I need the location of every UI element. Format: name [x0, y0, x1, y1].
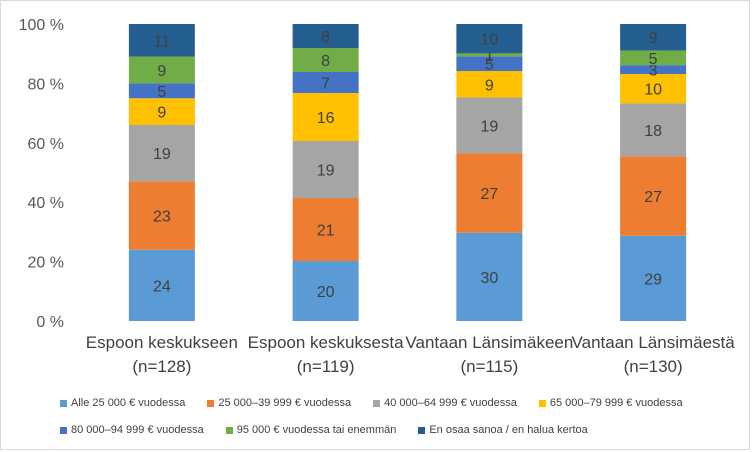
- stacked-bar-chart: 0 %20 %40 %60 %80 %100 %24231995911Espoo…: [19, 17, 736, 376]
- bar-segment: [456, 232, 523, 321]
- category-sample-size: (n=119): [297, 357, 355, 376]
- bar-segment: [620, 103, 687, 157]
- data-label: 16: [317, 110, 335, 127]
- bar-segment: [128, 83, 195, 99]
- data-label: 18: [644, 123, 662, 140]
- data-label: 10: [480, 32, 498, 49]
- legend-item: En osaa sanoa / en halua kertoa: [418, 424, 588, 436]
- bar-segment: [620, 156, 687, 236]
- category-label: Vantaan Länsimäkeen: [405, 333, 573, 352]
- legend-swatch: [60, 426, 67, 434]
- legend-swatch: [373, 399, 381, 407]
- legend-swatch: [225, 426, 233, 434]
- legend-label: 25 000–39 999 € vuodessa: [218, 397, 352, 409]
- data-label: 9: [157, 63, 166, 80]
- y-tick-label: 80 %: [28, 76, 64, 93]
- data-label: 7: [321, 76, 330, 93]
- legend-item: Alle 25 000 € vuodessa: [60, 397, 185, 409]
- data-label: 9: [485, 77, 494, 94]
- data-label: 8: [321, 53, 330, 70]
- bar-segment: [128, 124, 195, 182]
- legend-label: 80 000–94 999 € vuodessa: [71, 424, 204, 436]
- y-tick-label: 20 %: [28, 255, 64, 272]
- legend-label: 95 000 € vuodessa tai enemmän: [236, 424, 397, 436]
- category-label: Vantaan Länsimäestä: [572, 333, 736, 352]
- data-label: 23: [153, 209, 171, 226]
- category-sample-size: (n=128): [132, 357, 191, 376]
- bar-segment: [292, 72, 359, 93]
- y-tick-label: 60 %: [28, 136, 64, 153]
- data-label: 19: [153, 146, 171, 163]
- bar-segment: [620, 24, 687, 51]
- bar-segment: [128, 24, 195, 57]
- bar-segment: [456, 97, 523, 154]
- bar-segment: [128, 181, 195, 250]
- bar-segment: [292, 48, 359, 72]
- data-label: 3: [649, 63, 658, 80]
- bar-segment: [456, 71, 523, 98]
- legend-swatch: [538, 399, 546, 407]
- bar-segment: [292, 93, 359, 141]
- category-label: Espoon keskukseen: [86, 333, 238, 352]
- data-label: 8: [321, 29, 330, 46]
- legend-swatch: [60, 399, 67, 407]
- legend-swatch: [418, 426, 426, 434]
- bar-segment: [456, 53, 523, 57]
- y-tick-label: 40 %: [28, 195, 64, 212]
- data-label: 1: [485, 48, 494, 65]
- data-label: 21: [317, 223, 335, 240]
- legend-item: 40 000–64 999 € vuodessa: [373, 397, 517, 409]
- y-tick-label: 0 %: [36, 314, 64, 331]
- data-label: 27: [480, 186, 498, 203]
- data-label: 5: [157, 84, 166, 101]
- bar-segment: [128, 98, 195, 125]
- legend-swatch: [207, 399, 215, 407]
- data-label: 5: [485, 57, 494, 74]
- bar-segment: [456, 56, 523, 72]
- legend-item: 80 000–94 999 € vuodessa: [60, 424, 204, 436]
- bar-segment: [128, 249, 195, 321]
- legend-item: 95 000 € vuodessa tai enemmän: [225, 424, 397, 436]
- bar-segment: [456, 153, 523, 233]
- data-label: 19: [317, 163, 335, 180]
- legend-row-1: Alle 25 000 € vuodessa 25 000–39 999 € vu…: [60, 397, 705, 409]
- bar-segment: [620, 50, 687, 66]
- bar-segment: [128, 56, 195, 84]
- bar-segment: [620, 235, 687, 321]
- legend-label: Alle 25 000 € vuodessa: [71, 397, 186, 409]
- bar-segment: [620, 65, 687, 74]
- legend-label: En osaa sanoa / en halua kertoa: [429, 424, 588, 436]
- data-label: 9: [157, 105, 166, 122]
- legend-label: 40 000–64 999 € vuodessa: [384, 397, 517, 409]
- bar-segment: [292, 198, 359, 261]
- category-sample-size: (n=130): [624, 357, 683, 376]
- y-tick-label: 100 %: [19, 17, 64, 34]
- legend-item: 25 000–39 999 € vuodessa: [207, 397, 351, 409]
- data-label: 27: [644, 189, 662, 206]
- bar-segment: [620, 73, 687, 104]
- data-label: 9: [649, 30, 658, 47]
- data-label: 19: [480, 118, 498, 135]
- data-label: 11: [154, 33, 171, 50]
- data-label: 30: [480, 270, 498, 287]
- category-label: Espoon keskuksesta: [248, 333, 404, 352]
- data-label: 5: [649, 51, 658, 68]
- bar-segment: [456, 24, 523, 54]
- bar-segment: [292, 24, 359, 48]
- data-label: 29: [644, 271, 662, 288]
- legend-item: 65 000–79 999 € vuodessa: [538, 397, 683, 409]
- legend-row-2: 80 000–94 999 € vuodessa 95 000 € vuodess…: [60, 424, 610, 436]
- bar-segment: [292, 261, 359, 321]
- bar-segment: [292, 141, 359, 198]
- legend-label: 65 000–79 999 € vuodessa: [549, 397, 683, 409]
- data-label: 10: [644, 82, 662, 99]
- data-label: 20: [317, 284, 335, 301]
- category-sample-size: (n=115): [460, 357, 518, 376]
- data-label: 24: [153, 278, 171, 295]
